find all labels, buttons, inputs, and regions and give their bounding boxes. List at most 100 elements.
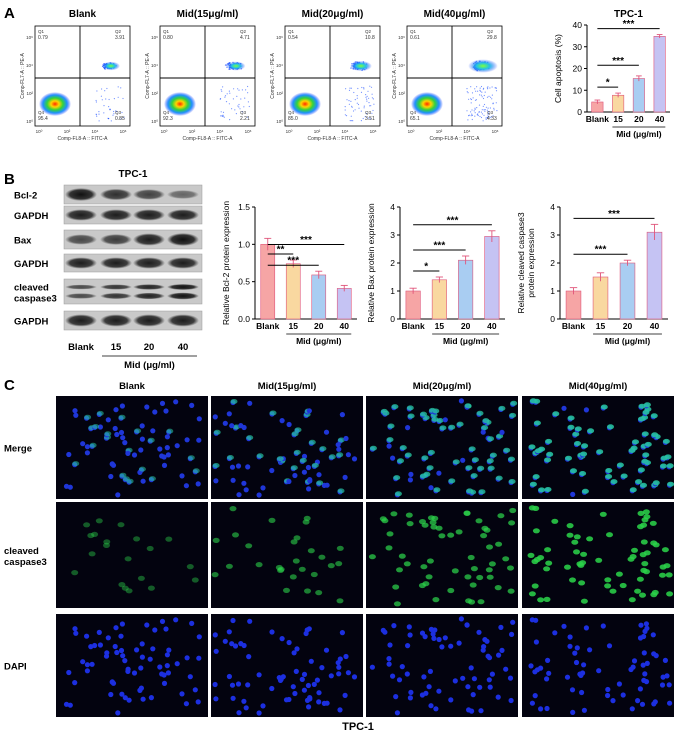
nucleus [510,619,516,625]
event-point [238,106,240,108]
event-point [103,112,105,114]
flow-ytick: 10⁴ [26,63,33,68]
stained-cell [148,476,156,482]
flow-panel-title: Blank [69,9,97,20]
nucleus [226,673,232,680]
stained-cell [579,560,587,566]
stained-cell [256,453,264,459]
event-point [370,105,372,107]
stained-cell [628,448,636,453]
stained-cell [431,515,439,522]
event-point [221,115,223,117]
nucleus [487,684,493,690]
flow-xtick: 10⁰ [36,129,43,134]
nucleus [140,696,146,702]
stained-cell [418,582,426,589]
stained-cell [386,531,394,537]
nucleus [187,674,193,680]
event-point [371,93,373,95]
event-point [372,98,374,100]
stained-cell [488,561,496,567]
nucleus [247,400,253,406]
nucleus [291,650,297,656]
nucleus [650,632,656,638]
significance-mark: *** [608,209,620,220]
blot-band [167,292,199,300]
nucleus [393,694,399,700]
stained-cell [571,539,579,545]
event-point [366,100,368,102]
event-point [235,113,237,115]
nucleus [600,623,606,629]
nucleus [486,677,492,683]
nucleus [301,671,308,678]
stained-cell [212,537,220,544]
y-tick-label: 10 [573,85,583,95]
stained-cell [291,431,299,437]
quadrant-name: Q2 [365,29,372,34]
stained-cell [310,571,318,578]
stained-cell [527,552,535,559]
nucleus [570,709,576,716]
blot-band [65,284,97,290]
nucleus [112,643,118,650]
bar [612,94,625,113]
x-axis-label: Mid (μg/ml) [443,336,489,346]
event-point [117,86,119,88]
micro-image [366,502,518,608]
stained-cell [406,521,414,527]
nucleus [307,696,313,702]
micro-row-label: DAPI [4,662,27,673]
nucleus [84,662,90,668]
stained-cell [319,446,327,452]
stained-cell [315,590,323,596]
significance-mark: *** [300,235,312,246]
x-axis-label: Mid (μg/ml) [296,336,342,346]
nucleus [226,411,232,417]
stained-cell [529,481,537,487]
stained-cell [482,418,490,424]
y-axis-label: protein expression [526,228,536,298]
flow-ytick: 10² [276,91,283,96]
nucleus [564,674,571,680]
blot-band [133,284,165,290]
event-point [350,100,352,102]
stained-cell [336,545,344,551]
nucleus [80,441,86,447]
event-point [108,117,110,120]
stained-cell [289,574,297,580]
stained-cell [103,542,110,549]
nucleus [464,622,470,628]
stained-cell [398,553,406,559]
event-point [494,87,496,89]
lane-label: Blank [68,342,95,353]
flow-ytick: 10² [26,91,33,96]
stained-cell [660,455,668,461]
stained-cell [95,518,103,524]
bar [619,262,636,320]
stained-cell [610,479,618,485]
event-point [489,116,491,118]
stained-cell [478,489,486,495]
nucleus [125,668,131,675]
stained-cell [543,596,551,603]
event-point [496,110,498,112]
nucleus [126,697,132,703]
blot-band [100,292,132,300]
wb-title: TPC-1 [119,169,148,180]
stained-cell [385,545,393,551]
nucleus [238,641,244,647]
nucleus [637,635,644,641]
stained-cell [439,425,447,431]
flow-ytick: 10⁰ [276,119,283,124]
stained-cell [509,507,517,514]
nucleus [666,682,672,688]
stained-cell [666,463,674,469]
nucleus [245,464,251,470]
significance-mark: * [424,262,428,273]
flow-ytick: 10⁰ [151,119,158,124]
micro-row-label: Merge [4,444,32,455]
event-point [490,116,493,118]
nucleus [212,414,218,420]
stained-cell [368,554,376,560]
